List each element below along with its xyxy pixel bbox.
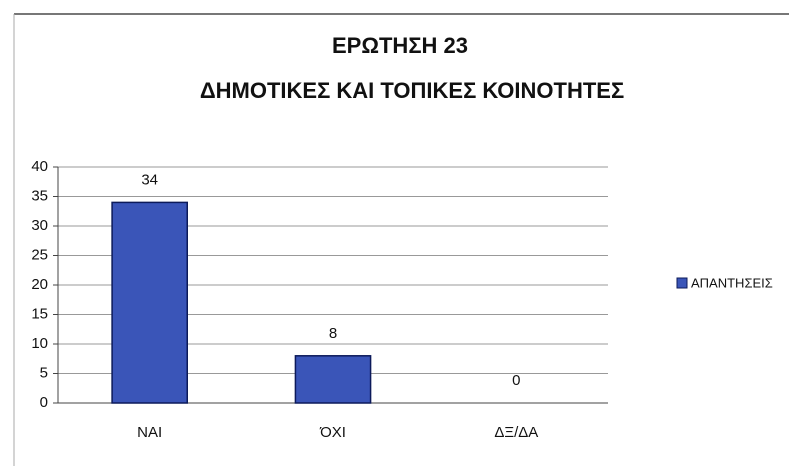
x-tick-label: ΔΞ/ΔΑ [494, 424, 538, 441]
data-label: 0 [512, 372, 520, 389]
y-tick-label: 0 [40, 394, 48, 411]
bar [294, 355, 372, 404]
data-label: 8 [329, 325, 337, 342]
y-tick-label: 5 [40, 364, 48, 381]
x-tick-label: ΌΧΙ [319, 424, 346, 441]
y-tick-label: 25 [31, 246, 48, 263]
chart-title: ΕΡΩΤΗΣΗ 23 [332, 33, 468, 58]
y-tick-label: 10 [31, 335, 48, 352]
y-tick-label: 35 [31, 187, 48, 204]
data-label: 34 [141, 171, 158, 188]
y-tick-label: 15 [31, 305, 48, 322]
legend-swatch [676, 277, 688, 289]
y-tick-label: 40 [31, 158, 48, 175]
legend-label: ΑΠΑΝΤΗΣΕΙΣ [691, 275, 773, 290]
x-tick-label: ΝΑΙ [137, 424, 162, 441]
bar [111, 201, 188, 404]
y-tick-label: 30 [31, 217, 48, 234]
chart-subtitle: ΔΗΜΟΤΙΚΕΣ ΚΑΙ ΤΟΠΙΚΕΣ ΚΟΙΝΟΤΗΤΕΣ [200, 78, 624, 103]
y-tick-label: 20 [31, 276, 48, 293]
